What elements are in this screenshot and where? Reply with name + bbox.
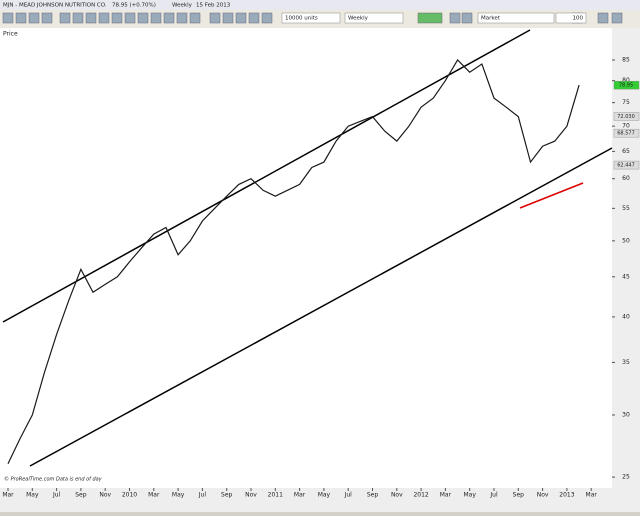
price-line [7,59,580,464]
icon[interactable] [235,12,247,24]
order-select[interactable] [477,12,555,24]
y-tick-label: 40 [622,313,630,320]
quote: 78.95 (+0.70%) [112,3,156,9]
channel-upper [2,29,531,323]
date: 15 Feb 2013 [196,3,231,9]
time-axis [0,488,640,512]
price-marker-label: 68.577 [617,131,635,137]
price-marker [613,80,640,90]
zoom-value: 100 [573,16,584,22]
icon[interactable] [261,12,273,24]
size-field[interactable] [281,12,341,24]
icon[interactable] [189,12,201,24]
x-tick-label: Sep [367,492,379,499]
x-tick-label: Jul [52,492,61,499]
icon[interactable] [28,12,40,24]
icon[interactable] [72,12,84,24]
x-tick-label: Sep [221,492,233,499]
price-marker-label: 62.447 [617,163,635,169]
x-tick-label: Mar [586,492,598,499]
x-tick-label: Mar [294,492,306,499]
y-tick-label: 65 [622,148,630,155]
y-tick-label: 75 [622,99,630,106]
icon[interactable] [449,12,461,24]
y-tick-label: 25 [622,474,630,481]
price-marker [613,160,640,170]
icon[interactable] [611,12,623,24]
size-value: 10000 units [285,16,318,22]
x-tick-label: 2011 [268,492,283,499]
title-bar [0,0,640,10]
red-trendline [519,182,584,209]
icon[interactable] [98,12,110,24]
order-value: Market [481,16,501,22]
x-tick-label: 2010 [122,492,137,499]
zoom-field[interactable] [555,12,587,24]
icon[interactable] [176,12,188,24]
price-marker [613,128,640,138]
price-axis [612,28,640,488]
x-tick-label: Jul [489,492,498,499]
plot-area [0,28,612,488]
footer: © ProRealTime.com Data is end of day [4,476,103,483]
y-tick-label: 70 [622,123,630,130]
price-marker [613,112,640,121]
x-tick-label: 2013 [559,492,574,499]
interval-value: Weekly [348,16,369,22]
interval-select[interactable] [344,12,404,24]
icon[interactable] [163,12,175,24]
icon[interactable] [248,12,260,24]
y-tick-label: 60 [622,175,630,182]
y-tick-label: 35 [622,359,630,366]
icon[interactable] [41,12,53,24]
x-tick-label: Sep [75,492,87,499]
x-tick-label: 2012 [413,492,428,499]
channel-lower [29,147,613,467]
icon[interactable] [597,12,609,24]
y-tick-label: 45 [622,273,630,280]
y-tick-label: 30 [622,411,630,418]
pane-label: Price [3,31,18,38]
icon[interactable] [59,12,71,24]
x-tick-label: Sep [513,492,525,499]
x-tick-label: Nov [245,492,257,499]
icon[interactable] [124,12,136,24]
icon[interactable] [222,12,234,24]
x-tick-label: May [463,492,476,499]
y-tick-label: 55 [622,205,630,212]
icon[interactable] [209,12,221,24]
x-tick-label: Nov [537,492,549,499]
x-tick-label: Nov [391,492,403,499]
x-tick-label: Nov [99,492,111,499]
icon[interactable] [111,12,123,24]
icon[interactable] [85,12,97,24]
y-tick-label: 85 [622,56,630,63]
period: Weekly [172,3,193,9]
x-tick-label: Jul [198,492,207,499]
y-tick-label: 80 [622,77,630,84]
x-tick-label: Mar [148,492,160,499]
x-tick-label: May [172,492,185,499]
icon[interactable] [137,12,149,24]
price-marker-label: 78.95 [619,83,633,89]
icon[interactable] [461,12,473,24]
symbol: MJN - MEAD JOHNSON NUTRITION CO. [3,3,107,9]
toolbar-icons [2,12,623,24]
x-tick-label: Jul [344,492,353,499]
icon[interactable] [2,12,14,24]
icon[interactable] [150,12,162,24]
x-tick-label: May [26,492,39,499]
y-tick-label: 50 [622,237,630,244]
x-tick-label: May [318,492,331,499]
price-marker-label: 72.030 [617,114,635,120]
icon[interactable] [417,12,443,24]
x-tick-label: Mar [2,492,14,499]
x-tick-label: Mar [440,492,452,499]
icon[interactable] [15,12,27,24]
